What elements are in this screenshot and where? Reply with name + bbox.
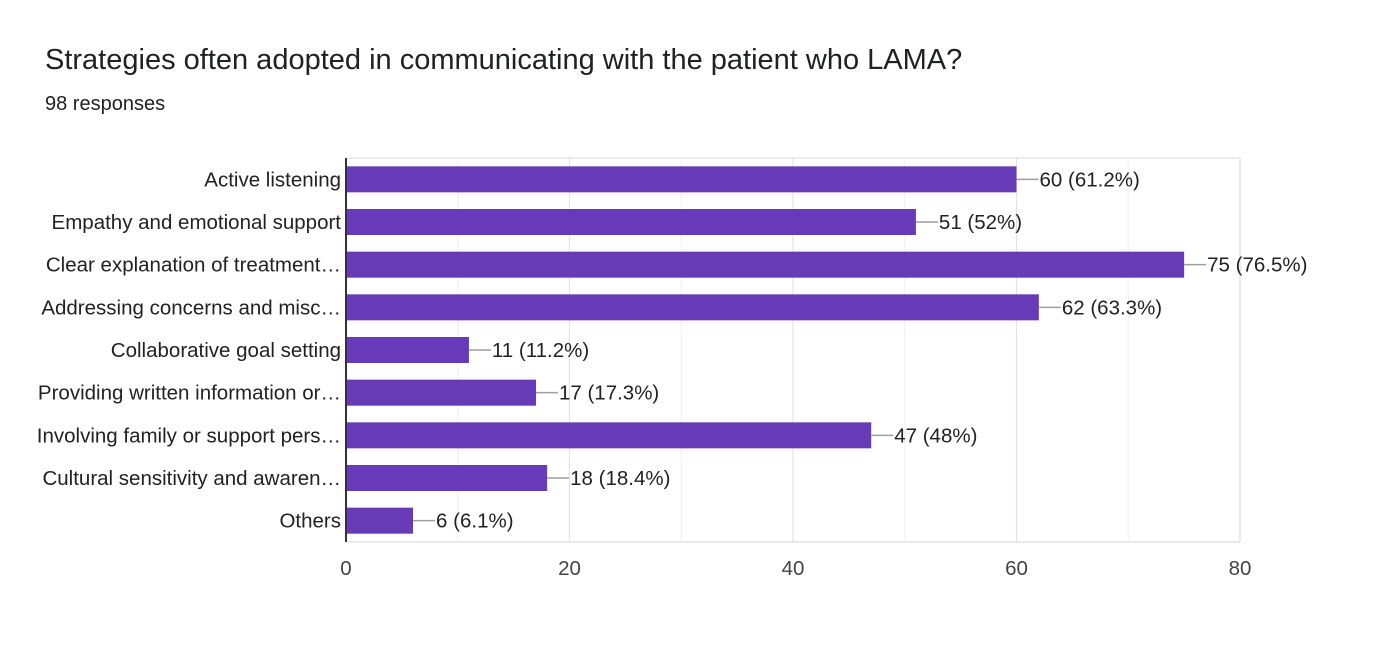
category-label: Involving family or support pers… bbox=[37, 424, 341, 447]
x-tick-label: 60 bbox=[1005, 557, 1028, 580]
category-label: Empathy and emotional support bbox=[52, 211, 342, 234]
bar bbox=[346, 507, 414, 534]
category-label: Clear explanation of treatment… bbox=[46, 254, 341, 277]
bar bbox=[346, 251, 1185, 278]
bar bbox=[346, 294, 1039, 321]
data-label: 6 (6.1%) bbox=[436, 510, 513, 533]
bar bbox=[346, 337, 469, 363]
data-label: 62 (63.3%) bbox=[1062, 296, 1162, 319]
response-count: 98 responses bbox=[45, 93, 166, 115]
category-label: Active listening bbox=[204, 168, 341, 191]
category-label: Others bbox=[279, 510, 341, 533]
data-label: 75 (76.5%) bbox=[1207, 254, 1307, 277]
data-label: 17 (17.3%) bbox=[559, 382, 659, 405]
chart-title: Strategies often adopted in communicatin… bbox=[45, 44, 963, 76]
category-label: Cultural sensitivity and awaren… bbox=[42, 467, 341, 490]
data-label: 60 (61.2%) bbox=[1040, 168, 1140, 191]
data-label: 11 (11.2%) bbox=[492, 339, 589, 362]
category-label: Providing written information or… bbox=[38, 382, 341, 405]
bar bbox=[346, 465, 548, 491]
bar bbox=[346, 166, 1017, 193]
category-label: Addressing concerns and misc… bbox=[41, 296, 341, 319]
x-tick-label: 80 bbox=[1229, 557, 1252, 580]
x-tick-label: 0 bbox=[340, 557, 351, 580]
category-label: Collaborative goal setting bbox=[111, 339, 341, 362]
bar bbox=[346, 422, 872, 449]
bar bbox=[346, 209, 916, 235]
x-tick-label: 40 bbox=[782, 557, 805, 580]
bar bbox=[346, 379, 536, 406]
x-tick-label: 20 bbox=[558, 557, 581, 580]
data-label: 18 (18.4%) bbox=[570, 467, 670, 490]
data-label: 51 (52%) bbox=[939, 211, 1022, 234]
data-label: 47 (48%) bbox=[894, 424, 977, 447]
